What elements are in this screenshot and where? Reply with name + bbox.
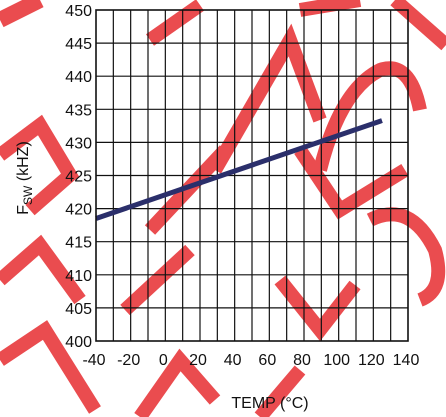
plot-frame (95, 9, 409, 342)
x-tick-label: 100 (323, 352, 350, 369)
y-tick-label: 430 (65, 135, 92, 152)
y-tick-label: 405 (65, 301, 92, 318)
y-tick-labels: 400 405 410 415 420 425 430 435 440 445 450 (65, 3, 92, 351)
y-axis-label: FSW (kHZ) (15, 141, 35, 215)
watermark-stroke (208, 23, 327, 174)
x-tick-label: -40 (82, 352, 105, 369)
x-axis-label: TEMP (°C) (231, 395, 308, 412)
watermark-stroke (134, 348, 221, 417)
watermark-stroke (294, 146, 409, 220)
watermark-stroke (298, 0, 362, 17)
y-tick-label: 440 (65, 69, 92, 86)
watermark-stroke (0, 320, 101, 414)
grid (96, 10, 408, 341)
x-tick-label: -20 (117, 352, 140, 369)
x-tick-label: 60 (258, 352, 276, 369)
x-tick-labels: -40 -20 0 20 40 60 80 100 120 140 (82, 352, 419, 369)
watermark-stroke (144, 145, 231, 235)
x-tick-label: 20 (189, 352, 207, 369)
watermark-stroke (0, 114, 80, 216)
x-tick-label: 120 (358, 352, 385, 369)
y-tick-label: 425 (65, 169, 92, 186)
watermark-stroke (0, 0, 44, 28)
x-tick-label: 80 (293, 352, 311, 369)
y-axis-label-main: F (15, 205, 32, 215)
y-tick-label: 420 (65, 202, 92, 219)
x-tick-label: 0 (159, 352, 168, 369)
watermark-stroke (145, 0, 205, 46)
x-tick-label: 40 (224, 352, 242, 369)
y-axis-label-sub: SW (21, 185, 35, 205)
y-tick-label: 445 (65, 36, 92, 53)
watermark-stroke (254, 365, 306, 417)
watermark-stroke (274, 275, 361, 342)
watermark-stroke (366, 207, 446, 307)
series-layer (95, 118, 383, 221)
y-tick-label: 410 (65, 268, 92, 285)
watermark-stroke (120, 244, 195, 316)
x-tick-label: 140 (393, 352, 420, 369)
watermark-stroke (0, 234, 86, 305)
watermark-stroke (390, 0, 446, 51)
watermark-stroke (313, 61, 427, 172)
y-axis-label-unit: (kHZ) (15, 141, 32, 185)
y-tick-label: 450 (65, 3, 92, 20)
y-tick-label: 435 (65, 102, 92, 119)
series-line-0 (95, 118, 383, 221)
y-tick-label: 400 (65, 334, 92, 351)
y-tick-label: 415 (65, 235, 92, 252)
